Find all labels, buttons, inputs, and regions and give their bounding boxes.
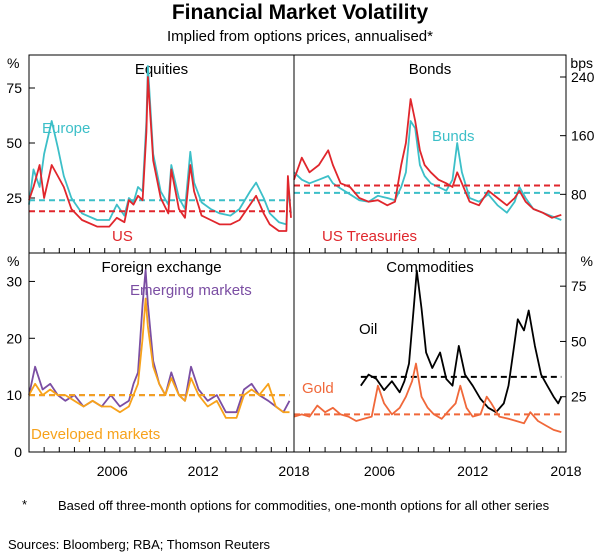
series-label: Emerging markets	[130, 282, 252, 299]
panel-title: Bonds	[409, 61, 452, 78]
x-tick-label: 2018	[550, 463, 581, 479]
y-tick-label: 50	[6, 135, 22, 151]
series-line	[293, 98, 562, 219]
series-label: US Treasuries	[322, 228, 417, 245]
y-tick-label: 160	[571, 128, 595, 144]
sources-note: Sources: Bloomberg; RBA; Thomson Reuters	[8, 537, 271, 552]
y-tick-label: 30	[6, 273, 22, 289]
x-tick-label: 2018	[278, 463, 309, 479]
series-line	[293, 362, 562, 433]
series-line	[293, 120, 562, 221]
chart-subtitle: Implied from options prices, annualised*	[167, 28, 433, 45]
panel-title: Equities	[135, 61, 188, 78]
y-tick-label: 0	[14, 444, 22, 460]
series-line	[360, 269, 563, 414]
y-tick-label: 75	[6, 80, 22, 96]
y-tick-label: 50	[571, 333, 587, 349]
x-tick-label: 2012	[457, 463, 488, 479]
series-line	[28, 297, 290, 419]
y-tick-label: 25	[571, 389, 587, 405]
series-label: Europe	[42, 120, 90, 137]
series-label: Developed markets	[31, 426, 160, 443]
series-label: Bunds	[432, 128, 475, 145]
footnote-text: Based off three-month options for commod…	[58, 498, 550, 513]
y-tick-label: 10	[6, 387, 22, 403]
footnote-marker: *	[22, 497, 28, 512]
y-tick-label: 20	[6, 330, 22, 346]
y-axis-unit: %	[581, 253, 593, 269]
y-tick-label: 25	[6, 190, 22, 206]
series-label: US	[112, 228, 133, 245]
panel-title: Commodities	[386, 259, 474, 276]
series-label: Gold	[302, 380, 334, 397]
y-tick-label: 80	[571, 186, 587, 202]
x-tick-label: 2006	[97, 463, 128, 479]
x-tick-label: 2012	[188, 463, 219, 479]
series-label: Oil	[359, 321, 377, 338]
y-axis-unit: bps	[570, 55, 593, 71]
y-axis-unit: %	[7, 55, 19, 71]
series-line	[28, 65, 292, 226]
y-tick-label: 240	[571, 69, 595, 85]
series-line	[28, 76, 292, 232]
chart-title: Financial Market Volatility	[171, 1, 429, 24]
x-tick-label: 2006	[364, 463, 395, 479]
y-tick-label: 75	[571, 278, 587, 294]
panel-title: Foreign exchange	[101, 259, 221, 276]
y-axis-unit: %	[7, 253, 19, 269]
